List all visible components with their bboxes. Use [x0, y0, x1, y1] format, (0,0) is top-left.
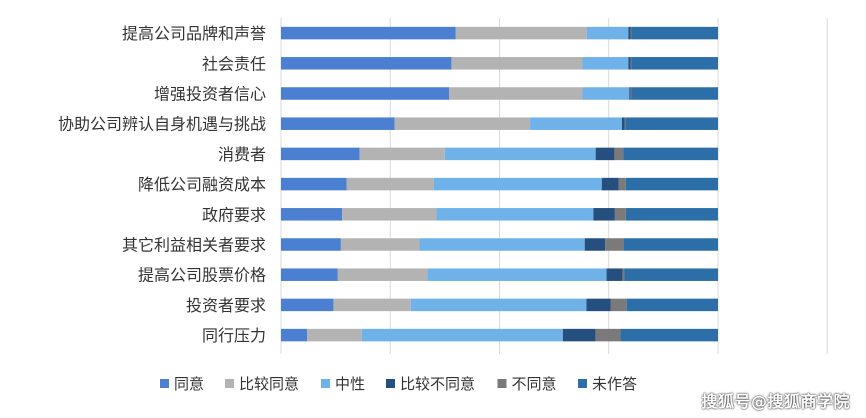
- bar-segment: [427, 268, 607, 281]
- category-label: 其它利益相关者要求: [122, 236, 266, 255]
- bar-segment: [281, 117, 395, 130]
- bar-segment: [620, 328, 718, 342]
- bar-segment: [623, 238, 718, 251]
- bar-segment: [359, 147, 445, 161]
- category-label: 降低公司融资成本: [138, 175, 266, 194]
- bar-segment: [624, 268, 718, 281]
- bar-segment: [582, 87, 630, 100]
- bar-segment: [444, 147, 596, 161]
- bar-segment: [281, 87, 450, 100]
- bar-segment: [628, 26, 631, 40]
- category-label: 政府要求: [202, 205, 266, 224]
- category-label: 消费者: [218, 145, 266, 164]
- bar-segment: [337, 268, 428, 281]
- bar-segment: [624, 117, 626, 130]
- bar-segment: [586, 298, 611, 312]
- bar-segment: [630, 26, 632, 40]
- bar-segment: [410, 298, 587, 312]
- bar-segment: [610, 298, 627, 312]
- bars: [281, 26, 718, 342]
- legend-label: 不同意: [512, 375, 557, 393]
- bar-segment: [340, 238, 420, 251]
- legend-label: 中性: [335, 375, 365, 393]
- bar-segment: [625, 208, 718, 221]
- bar-segment: [281, 26, 456, 40]
- bar-segment: [281, 57, 452, 70]
- bar-segment: [631, 26, 718, 40]
- bar-segment: [307, 328, 362, 342]
- bar-segment: [626, 298, 718, 312]
- bar-segment: [449, 87, 583, 100]
- bar-segment: [419, 238, 585, 251]
- bar-segment: [281, 268, 338, 281]
- bar-segment: [586, 26, 629, 40]
- legend-swatch: [321, 379, 330, 388]
- bar-segment: [606, 268, 623, 281]
- legend-label: 比较同意: [239, 375, 299, 393]
- bar-segment: [630, 87, 632, 100]
- category-label: 投资者要求: [186, 296, 266, 315]
- legend-swatch: [578, 379, 587, 388]
- watermark: 搜狐号@搜狐商学院: [701, 392, 850, 411]
- category-label: 提高公司品牌和声誉: [122, 24, 266, 43]
- legend-label: 比较不同意: [400, 375, 475, 393]
- category-label: 提高公司股票价格: [138, 266, 266, 285]
- bar-segment: [346, 177, 434, 191]
- bar-segment: [562, 328, 596, 342]
- bar-segment: [625, 177, 718, 191]
- bar-segment: [629, 87, 631, 100]
- bar-segment: [618, 177, 626, 191]
- bar-segment: [584, 238, 606, 251]
- legend-swatch: [160, 379, 169, 388]
- bar-segment: [281, 177, 347, 191]
- bar-segment: [582, 57, 629, 70]
- bar-segment: [623, 147, 718, 161]
- bar-segment: [333, 298, 411, 312]
- bar-segment: [361, 328, 563, 342]
- bar-segment: [342, 208, 437, 221]
- bar-segment: [601, 177, 619, 191]
- legend-label: 同意: [174, 375, 204, 393]
- bar-segment: [455, 26, 587, 40]
- category-label: 增强投资者信心: [154, 85, 266, 104]
- bar-segment: [281, 298, 334, 312]
- bar-segment: [605, 238, 624, 251]
- category-labels: 提高公司品牌和声誉社会责任增强投资者信心协助公司辨认自身机遇与挑战消费者降低公司…: [58, 24, 266, 345]
- bar-segment: [621, 117, 625, 130]
- bar-segment: [622, 268, 625, 281]
- bar-segment: [530, 117, 622, 130]
- legend-swatch: [225, 379, 234, 388]
- bar-segment: [281, 147, 360, 161]
- bar-segment: [451, 57, 583, 70]
- legend-swatch: [497, 379, 507, 388]
- legend-swatch: [386, 379, 395, 388]
- bar-segment: [433, 177, 602, 191]
- bar-segment: [281, 238, 341, 251]
- bar-segment: [614, 208, 626, 221]
- bar-segment: [631, 87, 718, 100]
- bar-segment: [625, 117, 718, 130]
- bar-segment: [630, 57, 632, 70]
- category-label: 同行压力: [202, 326, 266, 345]
- bar-segment: [595, 147, 615, 161]
- bar-segment: [281, 208, 343, 221]
- bar-segment: [281, 328, 308, 342]
- category-label: 协助公司辨认自身机遇与挑战: [58, 115, 266, 134]
- category-label: 社会责任: [202, 54, 266, 73]
- bar-segment: [631, 57, 718, 70]
- bar-segment: [593, 208, 615, 221]
- bar-segment: [436, 208, 594, 221]
- legend-label: 未作答: [592, 375, 637, 393]
- legend: 同意 比较同意 中性 比较不同意 不同意 未作答: [160, 375, 637, 393]
- bar-segment: [628, 57, 631, 70]
- bar-segment: [394, 117, 531, 130]
- bar-segment: [595, 328, 621, 342]
- bar-segment: [614, 147, 624, 161]
